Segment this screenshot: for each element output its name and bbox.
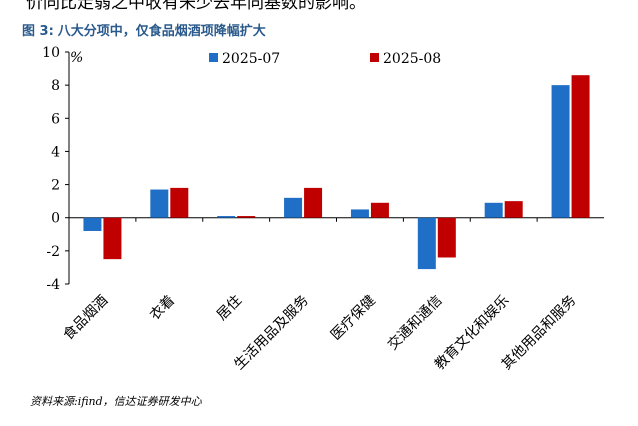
figure-label: 图 3:	[22, 24, 54, 39]
y-tick-label: -2	[46, 244, 60, 260]
legend-label: 2025-07	[222, 51, 280, 67]
x-category-label: 食品烟酒	[60, 292, 112, 344]
figure-title: 图 3: 八大分项中，仅食品烟酒项降幅扩大	[22, 20, 266, 39]
y-tick-label: 10	[42, 45, 60, 61]
x-category-label: 衣着	[147, 293, 178, 324]
bar-2025-08-5	[370, 202, 389, 218]
legend-swatch-2025-07	[209, 53, 218, 62]
x-category-label: 交通和通信	[384, 292, 446, 354]
bar-2025-08-1	[103, 217, 122, 260]
y-tick-label: -4	[46, 277, 60, 293]
legend-swatch-2025-08	[370, 53, 379, 62]
source-note: 资料来源:ifind，信达证券研发中心	[30, 395, 202, 408]
bar-2025-07-1	[83, 217, 102, 231]
bar-2025-07-4	[284, 197, 303, 218]
y-tick-label: 6	[51, 111, 60, 127]
y-tick-label: 0	[51, 211, 60, 227]
y-tick-label: 8	[51, 78, 60, 94]
unit-label: %	[70, 50, 83, 66]
figure-title-text: 八大分项中，仅食品烟酒项降幅扩大	[57, 24, 266, 39]
truncated-header-text: 价同比走弱之中收有未少去年同基数的影响。	[26, 0, 366, 13]
bar-2025-08-7	[504, 201, 523, 218]
x-category-label: 医疗保健	[328, 293, 379, 344]
bar-2025-07-3	[217, 216, 236, 218]
y-tick-label: 4	[51, 144, 60, 160]
bar-2025-08-4	[304, 187, 323, 218]
legend-label: 2025-08	[383, 51, 441, 67]
y-tick-label: 2	[51, 178, 60, 194]
bar-2025-07-8	[551, 85, 570, 218]
x-category-label: 居住	[214, 293, 245, 324]
bar-2025-08-3	[237, 216, 256, 218]
bar-2025-07-5	[350, 209, 369, 218]
bar-2025-08-8	[571, 75, 590, 218]
bar-2025-08-6	[437, 217, 456, 258]
bar-2025-08-2	[170, 187, 189, 218]
bar-2025-07-6	[417, 217, 436, 270]
bar-2025-07-2	[150, 189, 169, 218]
bar-2025-07-7	[484, 202, 503, 218]
